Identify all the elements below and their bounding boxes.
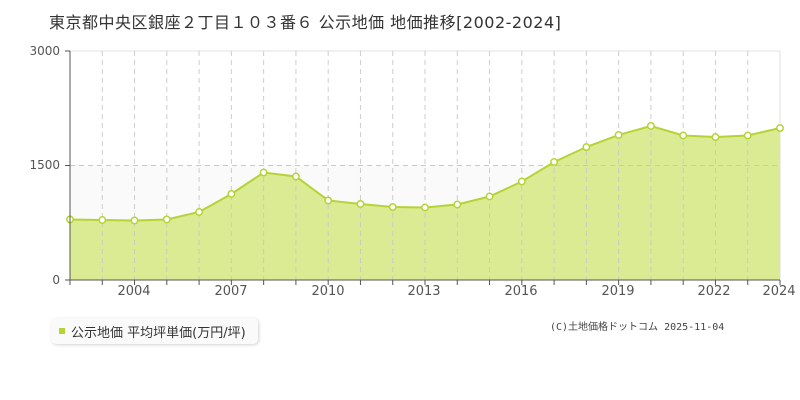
x-tick-label: 2004 xyxy=(117,284,151,299)
legend-swatch-icon xyxy=(59,328,65,334)
y-tick-label: 0 xyxy=(52,273,60,287)
chart-legend: 公示地価 平均坪単価(万円/坪) xyxy=(51,318,258,344)
x-tick-label: 2019 xyxy=(601,284,635,299)
legend-label: 公示地価 平均坪単価(万円/坪) xyxy=(71,325,246,341)
y-tick-label: 1500 xyxy=(29,158,60,172)
x-tick-label: 2010 xyxy=(311,284,345,299)
x-tick-label: 2007 xyxy=(214,284,248,299)
x-tick-label: 2013 xyxy=(407,284,441,299)
x-tick-label: 2016 xyxy=(504,284,538,299)
x-tick-label: 2024 xyxy=(762,284,796,299)
chart-title: 東京都中央区銀座２丁目１０３番６ 公示地価 地価推移[2002-2024] xyxy=(49,13,562,32)
copyright-credit: (C)土地価格ドットコム 2025-11-04 xyxy=(550,322,725,333)
x-tick-label: 2022 xyxy=(697,284,731,299)
y-tick-label: 3000 xyxy=(29,44,60,58)
